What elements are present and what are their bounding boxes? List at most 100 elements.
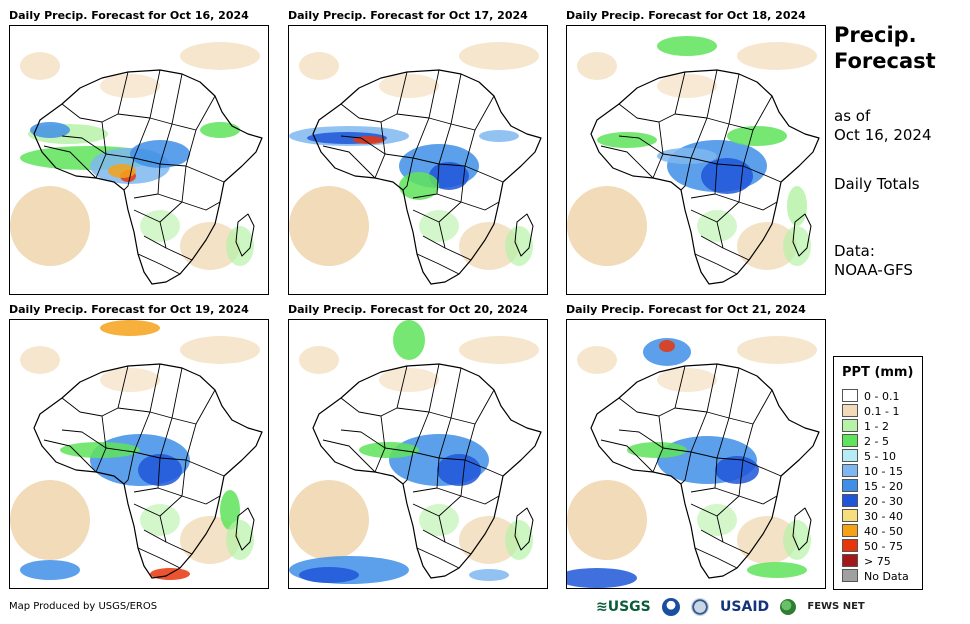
africa-map-svg [289, 42, 542, 285]
legend-label: 50 - 75 [864, 540, 903, 553]
country-border [600, 439, 654, 473]
as-of-label: as of [834, 107, 871, 125]
africa-map-svg [567, 36, 820, 285]
product-title: Precip. Forecast [834, 22, 936, 74]
title-line-2: Forecast [834, 49, 936, 73]
precip-area [20, 560, 80, 580]
continent-outline [33, 363, 263, 579]
country-border [738, 495, 778, 505]
continent-outline [312, 363, 542, 579]
country-border [460, 495, 500, 505]
legend-item: 1 - 2 [842, 419, 889, 433]
precip-area [299, 567, 359, 583]
credit-text: Map Produced by USGS/EROS [9, 601, 158, 612]
precip-area [138, 454, 182, 486]
precip-area [737, 222, 797, 270]
country-border [694, 547, 738, 569]
legend-swatch [842, 449, 858, 462]
country-border [123, 451, 135, 485]
precip-area [657, 74, 717, 98]
precip-map [288, 319, 548, 589]
country-border [143, 235, 167, 249]
legend-item: > 75 [842, 554, 891, 568]
precip-area [393, 320, 425, 360]
precip-area [419, 504, 459, 536]
legend-item: No Data [842, 569, 909, 583]
country-border [43, 145, 97, 179]
precip-area [10, 186, 90, 266]
precip-area [567, 568, 637, 588]
precip-area [100, 368, 160, 392]
country-border [742, 165, 782, 183]
legend-label: 1 - 2 [864, 420, 889, 433]
as-of-block: as of Oct 16, 2024 [834, 107, 932, 145]
precip-area [20, 52, 60, 80]
legend-swatch [842, 524, 858, 537]
precip-area [220, 490, 240, 530]
country-border [181, 201, 221, 211]
legend-item: 15 - 20 [842, 479, 903, 493]
panel-title: Daily Precip. Forecast for Oct 20, 2024 [288, 303, 528, 316]
country-border [450, 389, 495, 425]
madagascar-outline [514, 507, 534, 551]
precip-area [737, 516, 797, 564]
africa-map-svg [567, 336, 820, 588]
legend-label: 0 - 0.1 [864, 390, 900, 403]
legend-item: 0.1 - 1 [842, 404, 899, 418]
country-border [700, 529, 724, 543]
precip-area [459, 516, 519, 564]
precip-area [469, 569, 509, 581]
country-border [652, 121, 664, 179]
country-border [123, 157, 135, 191]
legend-swatch [842, 494, 858, 507]
precip-area [108, 164, 136, 178]
legend-swatch [842, 539, 858, 552]
legend-label: 2 - 5 [864, 435, 889, 448]
continent-outline [33, 69, 263, 285]
as-of-date: Oct 16, 2024 [834, 126, 932, 144]
legend-item: 10 - 15 [842, 464, 903, 478]
precip-area [567, 186, 647, 266]
precip-area [289, 186, 369, 266]
legend-swatch [842, 404, 858, 417]
legend-swatch [842, 434, 858, 447]
precip-area [459, 222, 519, 270]
legend-label: No Data [864, 570, 909, 583]
country-border [680, 157, 692, 191]
precip-area [577, 52, 617, 80]
panel-title: Daily Precip. Forecast for Oct 19, 2024 [9, 303, 249, 316]
legend-swatch [842, 419, 858, 432]
country-border [422, 235, 446, 249]
precip-area [100, 320, 160, 336]
precip-area [459, 336, 539, 364]
precip-area [10, 480, 90, 560]
usaid-logo: USAID [720, 598, 770, 615]
legend-swatch [842, 554, 858, 567]
legend-swatch [842, 569, 858, 582]
precip-area [226, 226, 254, 266]
precip-area [697, 504, 737, 536]
precip-area [180, 336, 260, 364]
precip-area [659, 340, 675, 352]
precip-map [9, 25, 269, 295]
precip-area [100, 74, 160, 98]
precip-area [140, 210, 180, 242]
madagascar-outline [792, 507, 812, 551]
panel-title: Daily Precip. Forecast for Oct 17, 2024 [288, 9, 528, 22]
data-label: Data: [834, 242, 875, 260]
country-border [728, 95, 773, 131]
country-border [181, 495, 221, 505]
legend-label: 15 - 20 [864, 480, 903, 493]
logo-strip: ≋USGS USAID FEWS NET [596, 596, 871, 618]
legend-swatch [842, 389, 858, 402]
madagascar-outline [514, 213, 534, 257]
precip-area [60, 442, 140, 458]
legend-swatch [842, 479, 858, 492]
legend: PPT (mm) 0 - 0.1 0.1 - 1 1 - 2 2 - 5 5 - 10 1… [833, 356, 923, 590]
precip-area [697, 210, 737, 242]
country-border [450, 95, 495, 131]
precip-area [20, 346, 60, 374]
country-border [340, 135, 386, 155]
usgs-logo: ≋USGS [596, 598, 651, 615]
precip-area [657, 368, 717, 392]
